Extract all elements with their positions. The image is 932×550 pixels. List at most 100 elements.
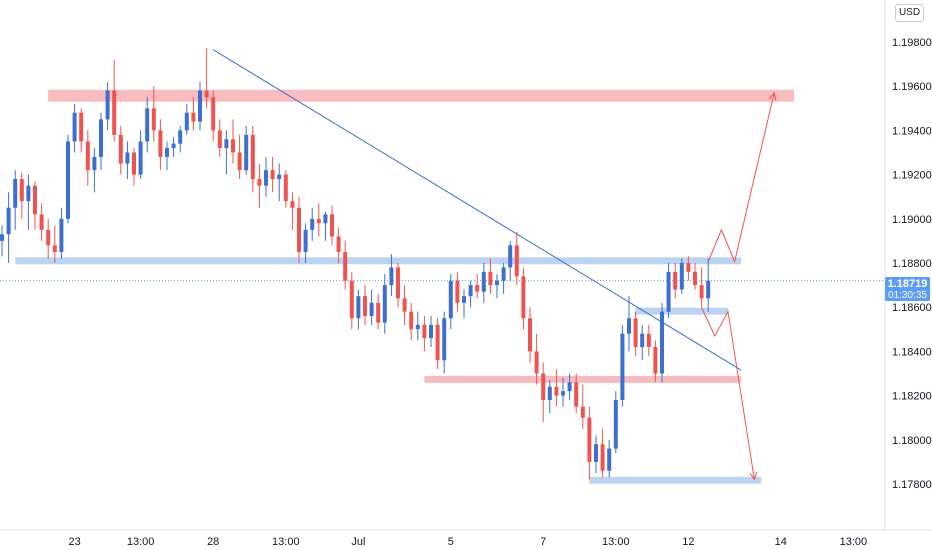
projection-arrowhead-1 (749, 471, 758, 481)
candle-body (514, 245, 519, 277)
candle (46, 218, 51, 259)
price-tick-label: 1.19400 (892, 125, 932, 137)
candle (323, 212, 328, 241)
candle (389, 254, 394, 297)
candle-body (297, 207, 301, 252)
candle (250, 125, 255, 193)
candle (184, 103, 189, 135)
candle (363, 285, 367, 325)
candle-body (13, 179, 18, 208)
candle-body (33, 185, 37, 215)
time-tick-label: 13:00 (272, 536, 300, 548)
price-tick-label: 1.19600 (892, 81, 932, 93)
candle (561, 377, 565, 407)
candle (594, 435, 598, 473)
last-price-tag: 1.18719 01:30:35 (885, 277, 930, 301)
candles-layer (0, 48, 711, 480)
candle-body (356, 296, 361, 319)
candle-body (396, 267, 400, 299)
candle-body (481, 271, 486, 292)
candle (283, 170, 288, 208)
candle (521, 267, 526, 330)
candle-body (178, 130, 183, 144)
candle (231, 119, 235, 164)
candle (528, 307, 532, 363)
candle (79, 108, 84, 153)
candle-body (653, 346, 658, 374)
candle (429, 316, 433, 347)
time-tick-label: 7 (540, 536, 546, 548)
bar-countdown: 01:30:35 (888, 290, 927, 301)
candle-body (118, 134, 123, 164)
candle (66, 134, 70, 224)
candle-body (237, 152, 242, 171)
candle (382, 274, 387, 334)
price-tick-label: 1.18000 (892, 435, 932, 447)
candle-body (250, 134, 255, 180)
candle-body (59, 218, 64, 252)
candle-body (587, 417, 592, 462)
candle-body (336, 236, 341, 252)
candle-body (462, 296, 466, 303)
candle (633, 311, 638, 356)
candle-body (409, 311, 414, 330)
candle-body (488, 271, 493, 286)
candle (448, 274, 453, 330)
time-axis[interactable]: 23 13:00 28 13:00 Jul 5 7 13:00 12 14 13:00 (68, 536, 867, 548)
candle-body (620, 333, 625, 401)
price-tick-label: 1.18800 (892, 258, 932, 270)
candle-body (415, 324, 420, 330)
candle (646, 324, 651, 356)
candle-body (72, 112, 77, 142)
candle-body (310, 218, 315, 230)
price-axis[interactable]: 1.19800 1.19600 1.19400 1.19200 1.19000 1.188… (892, 37, 932, 491)
candle (554, 369, 559, 407)
candle (376, 293, 381, 330)
candle (369, 289, 374, 325)
candle-body (211, 97, 216, 131)
candle-body (600, 444, 605, 471)
candle (600, 428, 605, 478)
candle (13, 170, 18, 230)
candle-body (39, 214, 44, 230)
drawings-layer (212, 49, 777, 481)
candle-body (567, 382, 572, 392)
candle-body (580, 406, 585, 418)
candle (495, 274, 499, 299)
candle (151, 86, 156, 142)
candle (26, 174, 31, 230)
candle-body (594, 444, 598, 462)
candle-body (693, 271, 697, 286)
candle (653, 340, 658, 383)
candle-body (706, 280, 711, 299)
price-tick-label: 1.18200 (892, 391, 932, 403)
candle-body (224, 139, 229, 149)
candle (613, 391, 618, 454)
candle (310, 207, 315, 241)
time-tick-label: 14 (775, 536, 787, 548)
candle (237, 134, 242, 180)
candle (290, 192, 295, 230)
candle (660, 302, 664, 383)
candle-body (244, 134, 249, 171)
candle (508, 240, 513, 281)
candle (574, 373, 579, 414)
candle-body (382, 285, 387, 323)
candle-body (92, 156, 97, 171)
candle (356, 289, 361, 330)
candle-body (217, 130, 222, 149)
candle (204, 48, 209, 109)
time-tick-label: 5 (448, 536, 454, 548)
candle-body (0, 234, 4, 241)
candle (396, 263, 400, 308)
candle (132, 148, 136, 186)
candle-body (633, 318, 638, 347)
currency-label[interactable]: USD (895, 4, 924, 22)
candle (534, 333, 539, 385)
candle (336, 227, 341, 263)
candle (435, 318, 440, 370)
trendline (212, 49, 742, 371)
candle-body (363, 296, 367, 317)
